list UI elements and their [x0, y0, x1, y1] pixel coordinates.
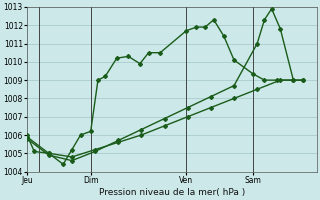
X-axis label: Pression niveau de la mer( hPa ): Pression niveau de la mer( hPa ): [99, 188, 245, 197]
